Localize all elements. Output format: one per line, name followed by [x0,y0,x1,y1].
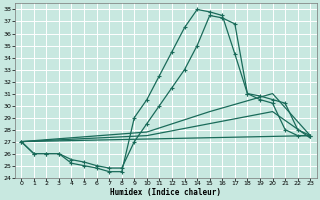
X-axis label: Humidex (Indice chaleur): Humidex (Indice chaleur) [110,188,221,197]
